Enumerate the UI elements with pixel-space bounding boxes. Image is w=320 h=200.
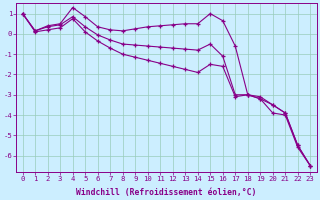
X-axis label: Windchill (Refroidissement éolien,°C): Windchill (Refroidissement éolien,°C) xyxy=(76,188,257,197)
